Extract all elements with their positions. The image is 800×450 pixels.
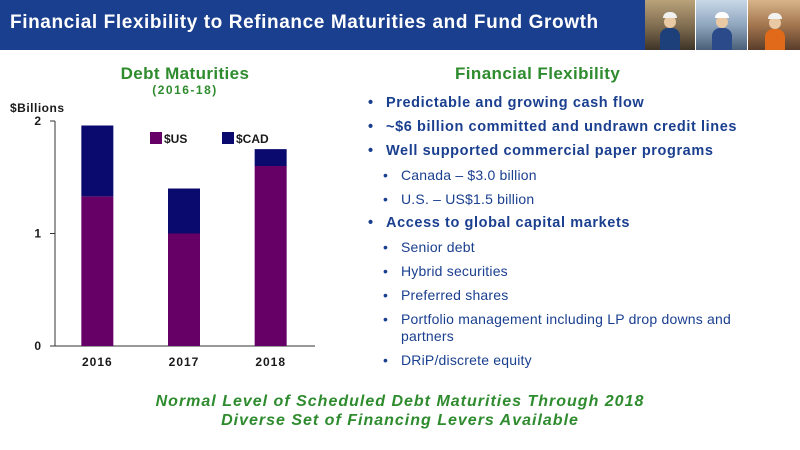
bullet-item: Predictable and growing cash flow (368, 95, 788, 112)
bar-cad-2017 (168, 188, 200, 234)
worker-photo-2 (695, 0, 747, 50)
worker-photo-3 (747, 0, 800, 50)
bullet-item: Access to global capital markets (368, 215, 788, 232)
bar-us-2016 (81, 196, 114, 346)
legend-label-cad: $CAD (236, 132, 269, 146)
x-tick-label-2017: 2017 (169, 355, 200, 369)
sub-bullet-item: U.S. – US$1.5 billion (368, 191, 788, 208)
footer-line-2: Diverse Set of Financing Levers Availabl… (221, 412, 579, 429)
header-photos (645, 0, 800, 50)
sub-bullet-item: Portfolio management including LP drop d… (368, 311, 788, 345)
bar-us-2018 (254, 166, 287, 346)
sub-bullet-item: Preferred shares (368, 287, 788, 304)
bullet-item: ~$6 billion committed and undrawn credit… (368, 119, 788, 136)
bar-us-2017 (168, 233, 200, 346)
y-tick-label: 2 (34, 114, 41, 128)
footer-line-1: Normal Level of Scheduled Debt Maturitie… (155, 393, 645, 410)
y-axis-label: $Billions (10, 101, 65, 115)
legend-label-us: $US (164, 132, 187, 146)
bar-cad-2016 (81, 125, 114, 197)
bullet-item: Well supported commercial paper programs (368, 143, 788, 160)
header-bar: Financial Flexibility to Refinance Matur… (0, 0, 800, 50)
x-tick-label-2018: 2018 (255, 355, 286, 369)
chart-subtitle: (2016-18) (152, 83, 218, 97)
legend-swatch-us (150, 132, 162, 144)
legend-swatch-cad (222, 132, 234, 144)
financial-flexibility-title: Financial Flexibility (455, 64, 621, 83)
sub-bullet-item: Senior debt (368, 239, 788, 256)
bar-cad-2018 (254, 149, 287, 166)
x-tick-label-2016: 2016 (82, 355, 113, 369)
footer-message: Normal Level of Scheduled Debt Maturitie… (0, 392, 800, 430)
y-tick-label: 1 (34, 227, 41, 241)
sub-bullet-item: Hybrid securities (368, 263, 788, 280)
flexibility-bullet-list: Predictable and growing cash flow ~$6 bil… (368, 88, 788, 369)
chart-title: Debt Maturities (120, 64, 250, 83)
y-tick-label: 0 (34, 339, 41, 353)
sub-bullet-item: Canada – $3.0 billion (368, 167, 788, 184)
sub-bullet-item: DRiP/discrete equity (368, 352, 788, 369)
debt-maturities-chart: $Billions 0 1 2 2016 2017 2018 $US $CAD (10, 101, 315, 369)
slide-title: Financial Flexibility to Refinance Matur… (10, 12, 599, 33)
worker-photo-1 (645, 0, 695, 50)
